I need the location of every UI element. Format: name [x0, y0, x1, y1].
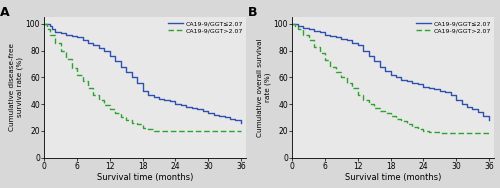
Legend: CA19-9/GGT≤2.07, CA19-9/GGT>2.07: CA19-9/GGT≤2.07, CA19-9/GGT>2.07 [415, 20, 491, 34]
Text: A: A [0, 6, 10, 19]
Text: B: B [248, 6, 258, 19]
Y-axis label: Cumulative overall survival
rate (%): Cumulative overall survival rate (%) [258, 38, 271, 136]
X-axis label: Survival time (months): Survival time (months) [345, 174, 442, 182]
X-axis label: Survival time (months): Survival time (months) [97, 174, 194, 182]
Y-axis label: Cumulative disease-free
survival rate (%): Cumulative disease-free survival rate (%… [10, 43, 23, 131]
Legend: CA19-9/GGT≤2.07, CA19-9/GGT>2.07: CA19-9/GGT≤2.07, CA19-9/GGT>2.07 [167, 20, 244, 34]
